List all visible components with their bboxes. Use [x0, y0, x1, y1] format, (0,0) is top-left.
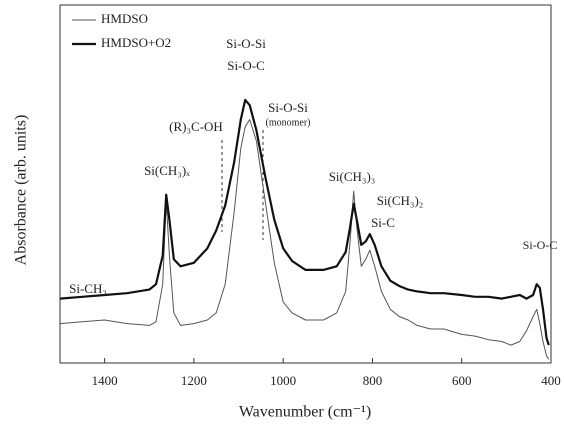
- y-axis-label: Absorbance (arb. units): [13, 115, 30, 266]
- annotation: Si(CH₃)₂: [377, 193, 424, 208]
- series-line: [59, 98, 550, 346]
- annotation: Si-O-Si: [226, 36, 266, 51]
- annotation: (R)₃C-OH: [169, 119, 223, 134]
- x-axis-label: Wavenumber (cm⁻¹): [239, 404, 371, 421]
- annotation: Si-O-C: [523, 238, 558, 252]
- x-tick-label: 1200: [181, 373, 207, 388]
- annotation: Si-O-C: [227, 58, 265, 73]
- legend-label: HMDSO: [101, 11, 148, 26]
- annotation: Si-C: [371, 215, 395, 230]
- x-tick-label: 1400: [92, 373, 118, 388]
- annotation: Si(CH₃)₃: [329, 169, 376, 184]
- legend-label: HMDSO+O2: [101, 35, 171, 50]
- x-tick-label: 1000: [270, 373, 296, 388]
- x-tick-label: 600: [452, 373, 472, 388]
- x-tick-label: 800: [363, 373, 383, 388]
- annotation: Si(CH₃)ₓ: [144, 163, 190, 178]
- plot-frame: [59, 4, 552, 364]
- annotation: Si-O-Si: [268, 100, 308, 115]
- annotation: Si-CH₃: [69, 281, 107, 296]
- annotation: (monomer): [266, 117, 311, 128]
- x-tick-label: 400: [541, 373, 561, 388]
- series-line: [59, 119, 550, 360]
